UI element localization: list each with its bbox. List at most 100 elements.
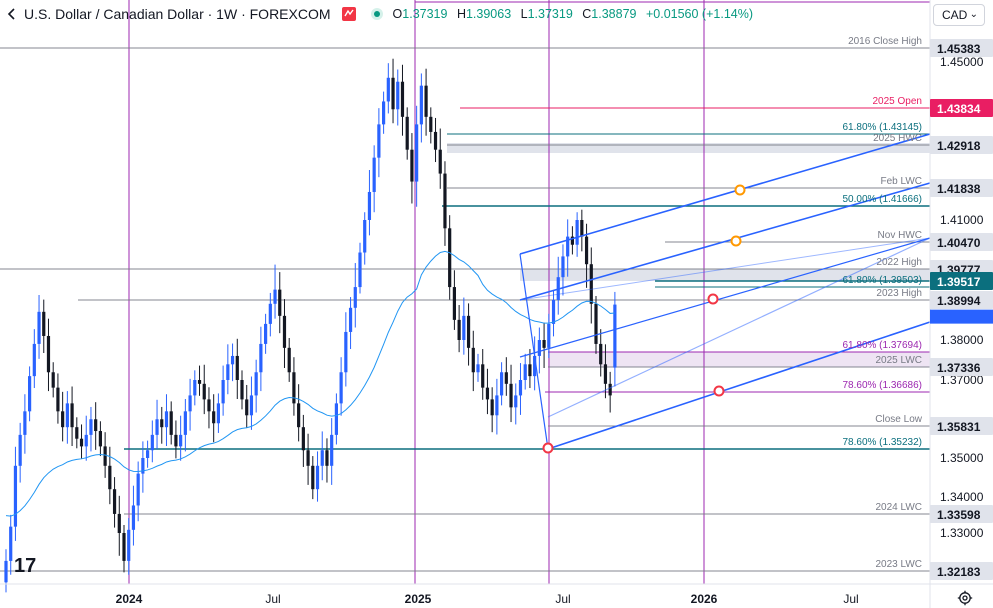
candle [245,384,249,428]
candle-body [608,383,612,396]
candle-body [410,149,414,182]
time-tick-label: Jul [555,592,570,606]
candle [363,212,367,265]
candle [4,549,8,593]
candle-body [254,372,258,396]
tradingview-logo: 17 [14,555,36,577]
candle-body [287,347,291,373]
candle-body [466,315,471,348]
candle-body [367,191,372,220]
level-label: 2023 LWC [875,559,922,570]
candle-body [415,124,419,182]
candle-body [542,340,546,348]
ohlc-close-key: C [582,7,592,21]
candle [471,330,475,392]
price-tag: 1.35831 [930,417,993,435]
candle [377,108,381,178]
level-label: Close Low [875,414,922,425]
pivot-marker [713,385,725,397]
candle [18,422,22,483]
candle [551,290,556,337]
candle [457,304,461,353]
candle [122,525,126,573]
candle-body [485,387,490,400]
level-label: 78.60% (1.46596) [842,0,922,1]
candle [226,344,230,395]
candle [56,373,60,424]
candle-body [348,307,353,332]
level-label: 2025 Open [873,96,923,107]
chart-header: U.S. Dollar / Canadian Dollar · 1W · FOR… [0,0,759,28]
candle [179,415,183,461]
candle [575,212,579,257]
candle [117,495,121,556]
candle-body [79,438,84,447]
candle-body [334,403,338,435]
price-tag-bg [930,179,993,197]
gear-icon[interactable] [957,590,973,606]
candle [61,391,65,442]
candle [51,362,55,398]
candle-body [202,383,206,400]
flag-icon[interactable] [341,6,357,22]
symbol-title[interactable]: U.S. Dollar / Canadian Dollar · 1W · FOR… [24,6,331,22]
candle-body [382,101,386,125]
candle [334,393,338,445]
candle [32,329,36,389]
price-tag: 1.33598 [930,505,993,523]
candle-body [127,529,131,561]
candle [212,394,216,443]
candle-body [570,236,574,245]
candle-body [311,465,315,490]
candle [193,370,197,406]
candle [268,292,272,337]
candle [348,297,353,350]
support-zone [548,352,930,367]
candle-body [594,303,598,344]
candle-body [528,364,532,377]
candle-body [216,403,220,424]
candle-body [566,236,570,257]
candle [509,364,513,423]
candle-body [112,489,117,514]
candle [155,399,159,450]
candle [306,433,310,485]
ohlc-change: +0.01560 (+1.14%) [645,7,753,21]
candle-body [589,264,593,304]
candle-body [282,315,287,348]
currency-value: CAD [942,8,968,22]
collapse-chevron-icon[interactable] [6,7,18,21]
price-tick-label: 1.45000 [940,55,984,69]
candle [580,209,584,252]
candle [386,63,390,114]
candle-body [235,355,239,380]
candle-body [306,450,310,466]
candle-body [146,450,150,458]
candle [136,461,140,522]
time-tick-label: Jul [265,592,280,606]
candle-body [221,380,225,404]
candle [164,394,169,447]
candle-body [32,343,36,377]
candle-body [386,77,390,102]
candle [94,402,98,450]
candle [169,401,173,445]
candle [141,441,145,493]
price-tag-label: 1.32183 [937,565,981,579]
price-tag-label: 1.33598 [937,508,981,522]
price-tag: 1.42918 [930,136,993,154]
candle-body [429,116,433,132]
price-tag: 1.45383 [930,39,993,57]
candle [481,349,485,400]
candle [514,383,518,425]
price-tag-label: 1.35831 [937,420,981,434]
currency-select[interactable]: CAD ⌄ [933,4,985,26]
price-tag-bg [930,136,993,154]
level-label: 61.80% (1.39503) [842,275,922,286]
candle-body [603,364,608,384]
ohlc-values: O1.37319 H1.39063 L1.37319 C1.38879 +0.0… [393,7,759,21]
price-tag-bg [930,505,993,523]
candle [367,170,372,236]
candle-body [61,411,65,428]
